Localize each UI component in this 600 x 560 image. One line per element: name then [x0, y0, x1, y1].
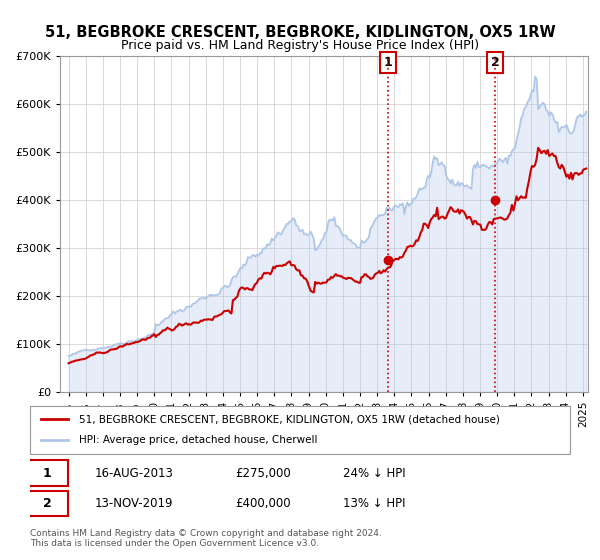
Text: This data is licensed under the Open Government Licence v3.0.: This data is licensed under the Open Gov…	[30, 539, 319, 548]
Text: 13% ↓ HPI: 13% ↓ HPI	[343, 497, 406, 510]
Text: Contains HM Land Registry data © Crown copyright and database right 2024.: Contains HM Land Registry data © Crown c…	[30, 529, 382, 538]
Text: 1: 1	[383, 56, 392, 69]
Text: 13-NOV-2019: 13-NOV-2019	[95, 497, 173, 510]
Text: HPI: Average price, detached house, Cherwell: HPI: Average price, detached house, Cher…	[79, 435, 317, 445]
Text: 51, BEGBROKE CRESCENT, BEGBROKE, KIDLINGTON, OX5 1RW: 51, BEGBROKE CRESCENT, BEGBROKE, KIDLING…	[44, 25, 556, 40]
Text: £275,000: £275,000	[235, 466, 291, 480]
FancyBboxPatch shape	[30, 406, 570, 454]
Text: £400,000: £400,000	[235, 497, 291, 510]
Text: 1: 1	[43, 466, 52, 480]
Text: 2: 2	[43, 497, 52, 510]
FancyBboxPatch shape	[28, 491, 68, 516]
Text: 16-AUG-2013: 16-AUG-2013	[95, 466, 173, 480]
FancyBboxPatch shape	[28, 460, 68, 486]
Text: 2: 2	[491, 56, 499, 69]
Text: 24% ↓ HPI: 24% ↓ HPI	[343, 466, 406, 480]
Text: 51, BEGBROKE CRESCENT, BEGBROKE, KIDLINGTON, OX5 1RW (detached house): 51, BEGBROKE CRESCENT, BEGBROKE, KIDLING…	[79, 414, 499, 424]
Text: Price paid vs. HM Land Registry's House Price Index (HPI): Price paid vs. HM Land Registry's House …	[121, 39, 479, 52]
